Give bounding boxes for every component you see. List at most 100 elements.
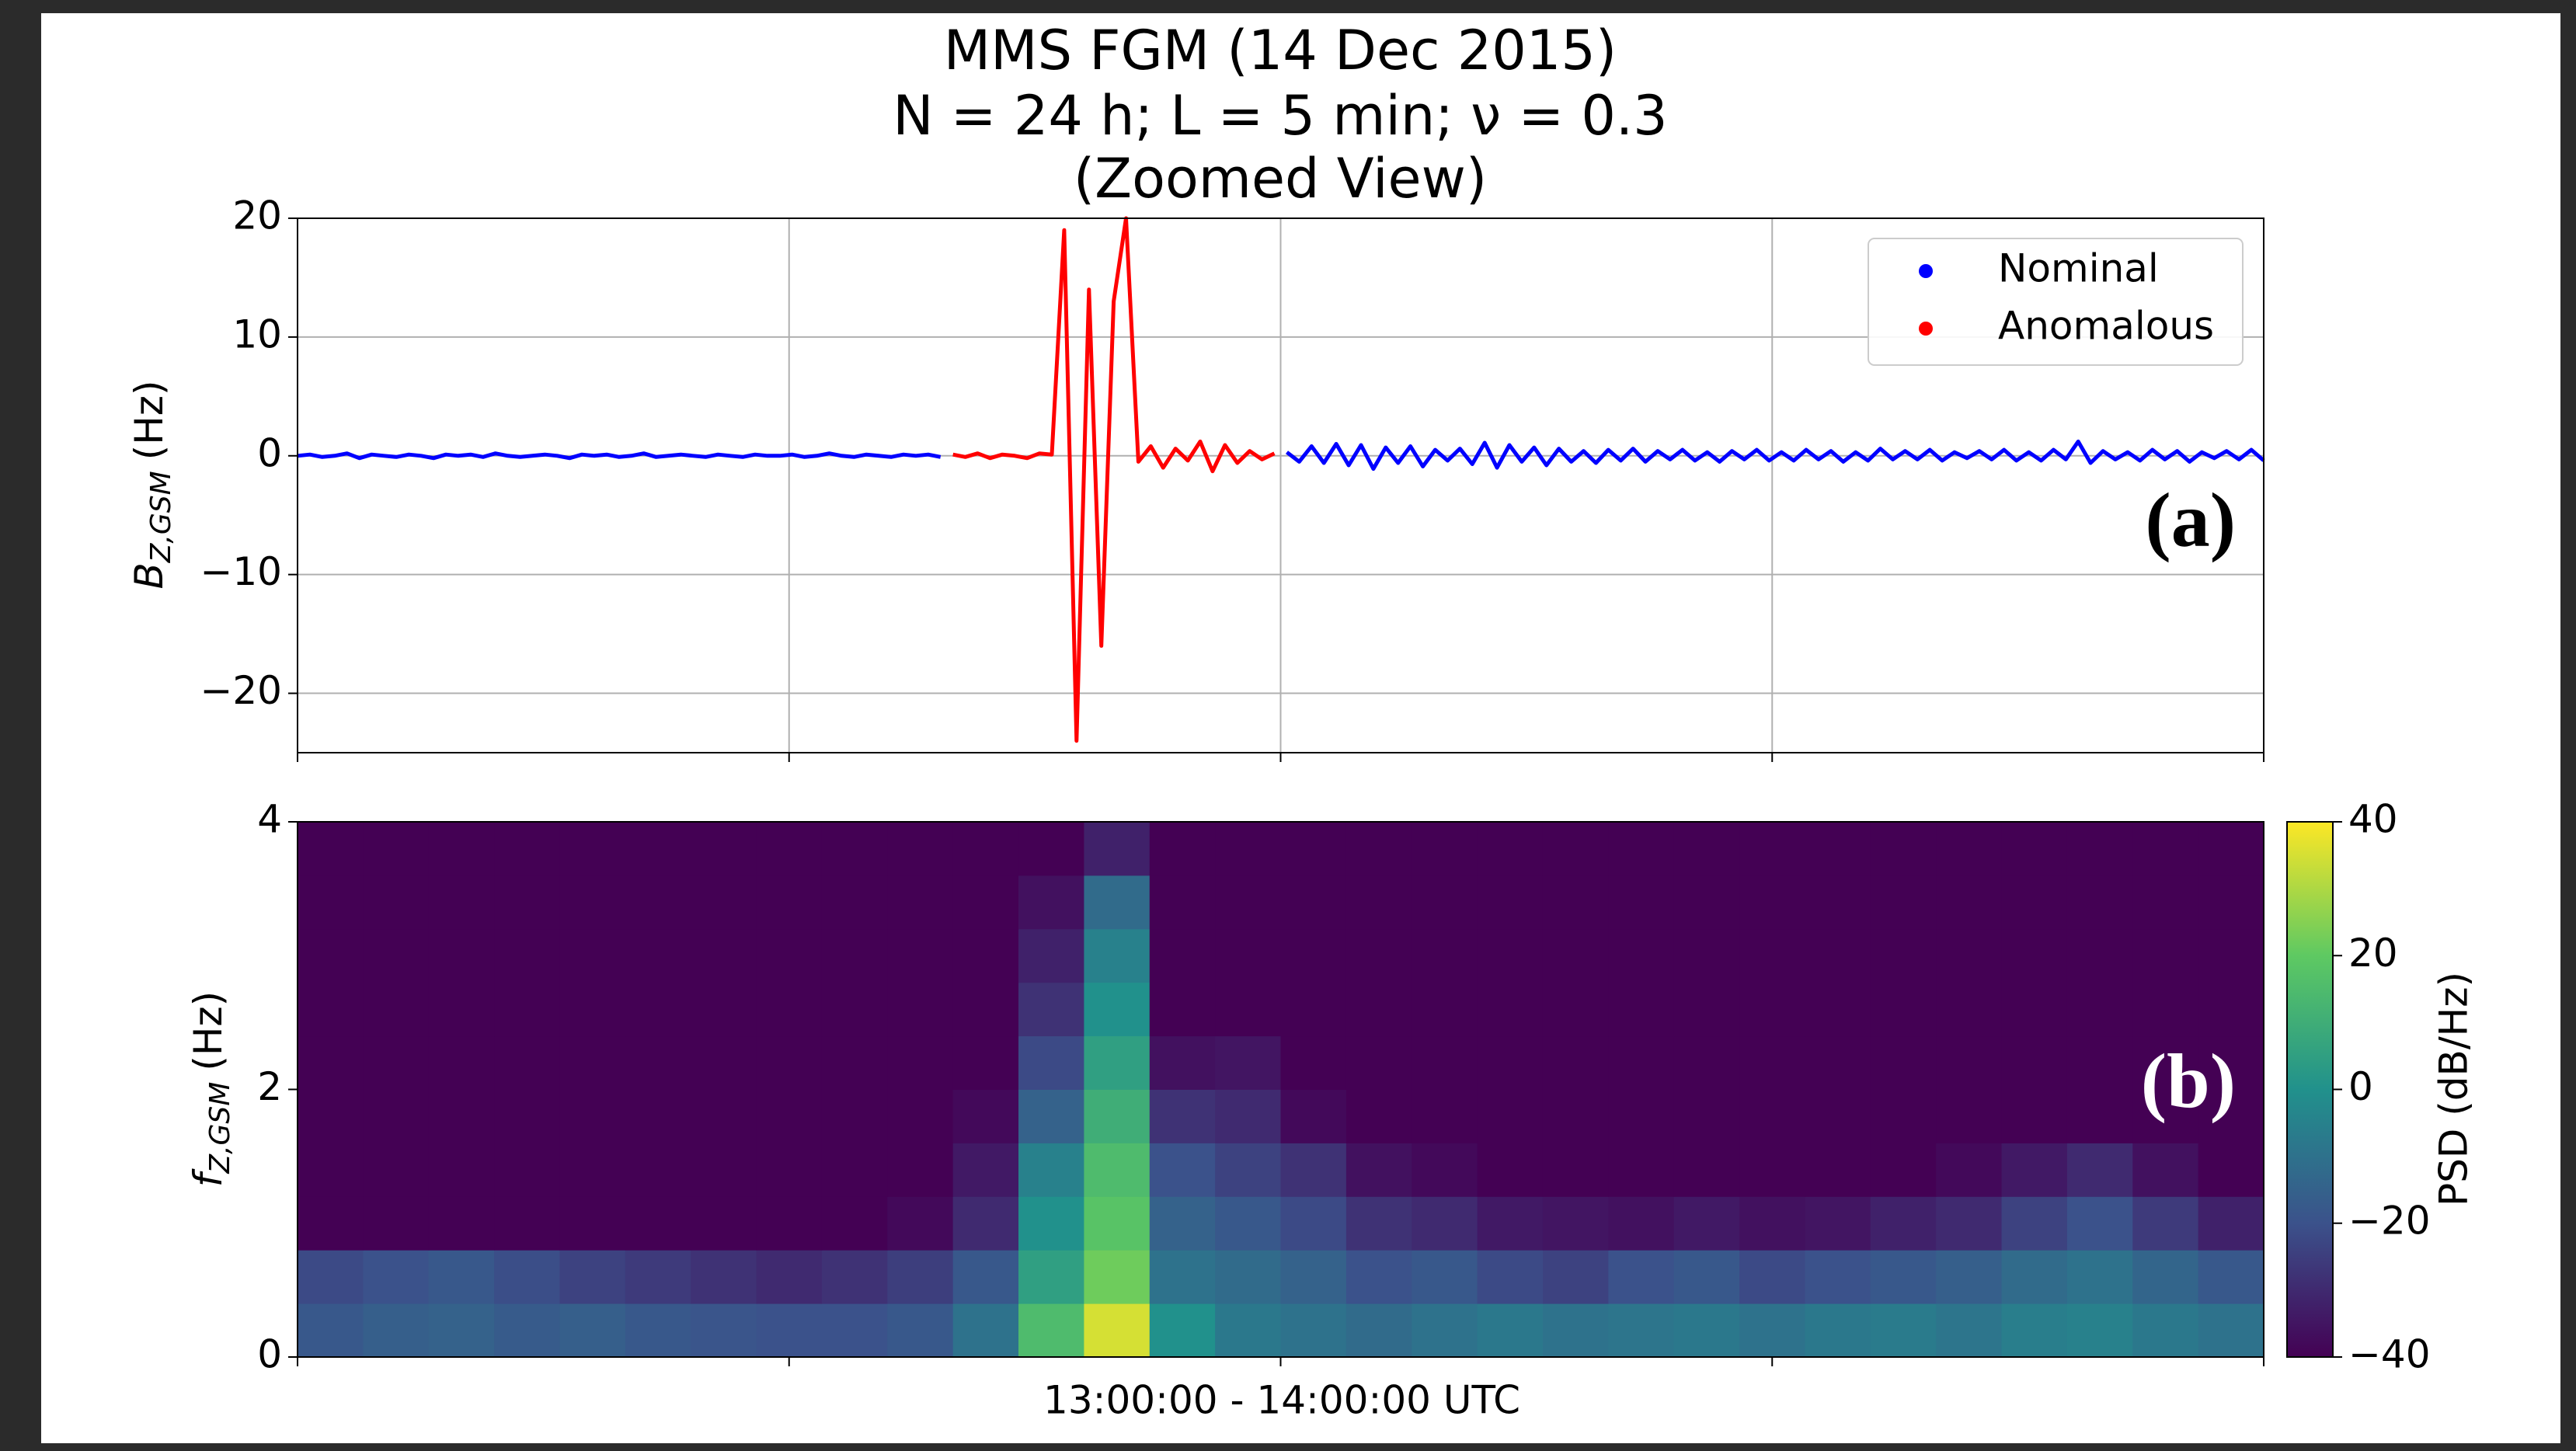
heatmap-cell [1870,1035,1937,1090]
heatmap-cell [691,875,757,930]
heatmap-cell [428,1089,495,1143]
heatmap-cell [1018,875,1084,930]
heatmap-cell [691,1196,757,1251]
heatmap-cell [1477,1196,1544,1251]
y-tick-label: −20 [200,668,282,713]
heatmap-cell [298,1089,364,1143]
heatmap-cell [1739,875,1805,930]
heatmap-cell [494,1143,560,1197]
heatmap-cell [1870,875,1937,930]
heatmap-cell [494,1035,560,1090]
heatmap-cell [1542,982,1609,1037]
heatmap-cell [363,822,430,876]
heatmap-cell [1215,1143,1281,1197]
title-line: MMS FGM (14 Dec 2015) [944,19,1617,82]
heatmap-cell [1936,1089,2003,1143]
heatmap-cell [363,982,430,1037]
y-label-unit: (Hz) [186,991,231,1071]
heatmap-cell [1018,1035,1084,1090]
heatmap-cell [1805,875,1871,930]
y-tick-label: 4 [257,797,282,842]
heatmap-cell [559,1196,626,1251]
heatmap-cell [1673,1035,1740,1090]
heatmap-cell [1542,1143,1609,1197]
heatmap-cell [1542,1089,1609,1143]
heatmap-cell [428,1196,495,1251]
heatmap-cell [2132,1143,2199,1197]
heatmap-cell [1870,1196,1937,1251]
heatmap-cell [2001,1303,2068,1358]
heatmap-cell [494,1196,560,1251]
heatmap-cell [756,982,823,1037]
heatmap-cell [1477,875,1544,930]
heatmap-cell [2001,1143,2068,1197]
heatmap-cell [1805,1250,1871,1304]
heatmap-cell [821,875,888,930]
heatmap-cell [2066,1250,2133,1304]
heatmap-cell [1018,982,1084,1037]
heatmap-cell [1936,875,2003,930]
heatmap-cell [1215,928,1281,983]
heatmap-cell [1542,1303,1609,1358]
heatmap-cell [559,1303,626,1358]
heatmap-cell [821,1196,888,1251]
colorbar-tick-label: 40 [2348,797,2398,842]
heatmap-cell [1542,1250,1609,1304]
heatmap-cell [952,1089,1019,1143]
heatmap-cell [756,928,823,983]
heatmap-cell [1345,928,1412,983]
data-trace [1285,439,2265,471]
heatmap-cell [1739,1143,1805,1197]
heatmap-cell [298,1250,364,1304]
heatmap-cell [2001,1196,2068,1251]
heatmap-cell [1477,1303,1544,1358]
heatmap-cell [428,1035,495,1090]
heatmap-cell [2198,1250,2264,1304]
heatmap-cell [1149,1250,1216,1304]
heatmap-cell [887,1143,954,1197]
heatmap-cell [1673,1250,1740,1304]
heatmap-cell [1018,822,1084,876]
heatmap-cell [1412,1250,1478,1304]
heatmap-cell [1215,982,1281,1037]
heatmap-cell [1345,1035,1412,1090]
y-label-subscript: Z,GSM [204,1082,236,1174]
title-line: (Zoomed View) [1074,147,1487,211]
heatmap-cell [625,1196,691,1251]
y-axis-label: BZ,GSM (Hz) [127,380,178,589]
heatmap-cell [1870,1303,1937,1358]
y-tick-label: −10 [200,549,282,594]
heatmap-cell [298,875,364,930]
heatmap-cell [756,822,823,876]
heatmap-cell [756,1303,823,1358]
heatmap-cell [2066,875,2133,930]
heatmap-cell [2001,1250,2068,1304]
heatmap-cell [2198,1089,2264,1143]
heatmap-cell [2198,1143,2264,1197]
heatmap-cell [1805,822,1871,876]
heatmap-cell [887,1089,954,1143]
heatmap-cell [559,1250,626,1304]
heatmap-cell [1936,822,2003,876]
heatmap-cell [363,1303,430,1358]
heatmap-cell [756,1143,823,1197]
y-tick-label: 0 [257,1332,282,1377]
heatmap-cell [1936,1196,2003,1251]
heatmap-cell [1280,982,1347,1037]
heatmap-cell [363,1143,430,1197]
heatmap-cell [691,1250,757,1304]
heatmap-cell [1215,1089,1281,1143]
heatmap-cell [428,875,495,930]
heatmap-cell [494,1250,560,1304]
heatmap-cell [1608,928,1675,983]
y-tick-label: 2 [257,1064,282,1109]
heatmap-cell [1412,1303,1478,1358]
heatmap-cell [952,875,1019,930]
heatmap-cell [2066,928,2133,983]
heatmap-cell [2198,982,2264,1037]
heatmap-cell [1084,822,1150,876]
heatmap-cell [559,875,626,930]
heatmap-cell [1412,822,1478,876]
heatmap-cell [1412,1196,1478,1251]
heatmap-cell [559,822,626,876]
